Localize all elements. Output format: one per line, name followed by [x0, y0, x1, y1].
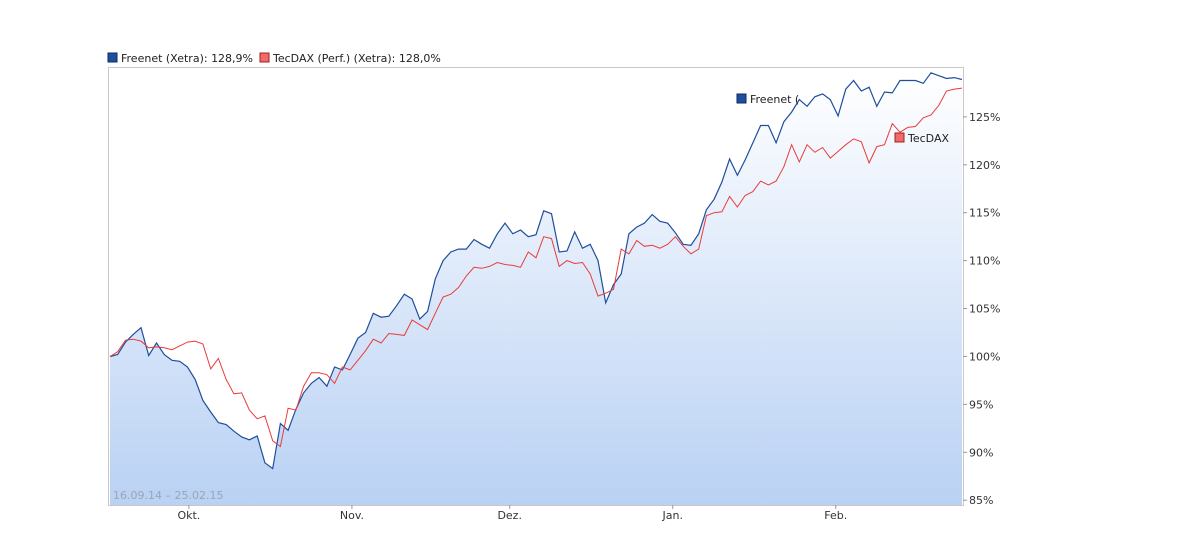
- x-tick-label: Feb.: [824, 509, 847, 522]
- y-tick-label: 100%: [969, 350, 1000, 363]
- x-tick-label: Dez.: [497, 509, 522, 522]
- end-label-tecdax: TecDAX: [907, 132, 949, 145]
- y-tick-label: 110%: [969, 255, 1000, 268]
- end-label-freenet: Freenet (: [750, 93, 799, 106]
- legend-swatch-freenet: [107, 52, 118, 63]
- freenet-series-line: [109, 72, 963, 470]
- end-swatch-tecdax: [894, 132, 905, 143]
- y-tick-label: 90%: [969, 446, 993, 459]
- freenet-area-fill: [110, 72, 962, 505]
- date-range-label: 16.09.14 – 25.02.15: [113, 489, 223, 502]
- x-tick-label: Nov.: [340, 509, 364, 522]
- y-tick-label: 120%: [969, 159, 1000, 172]
- legend-swatch-tecdax: [259, 52, 270, 63]
- y-axis: 85% 90% 95% 100% 105% 110% 115% 120% 125%: [963, 111, 1000, 507]
- legend-label-freenet: Freenet (Xetra): 128,9%: [121, 52, 253, 65]
- y-tick-label: 105%: [969, 303, 1000, 316]
- x-axis: Okt. Nov. Dez. Jan. Feb.: [177, 505, 847, 522]
- y-tick-label: 85%: [969, 494, 993, 507]
- series-end-label-freenet: Freenet (: [736, 93, 799, 106]
- y-tick-label: 115%: [969, 207, 1000, 220]
- x-tick-label: Okt.: [177, 509, 200, 522]
- plot-area: [109, 72, 963, 505]
- y-tick-label: 95%: [969, 398, 993, 411]
- series-end-label-tecdax: TecDAX: [894, 132, 949, 145]
- legend-label-tecdax: TecDAX (Perf.) (Xetra): 128,0%: [272, 52, 441, 65]
- legend: Freenet (Xetra): 128,9% TecDAX (Perf.) (…: [107, 52, 441, 65]
- x-tick-label: Jan.: [662, 509, 683, 522]
- y-tick-label: 125%: [969, 111, 1000, 124]
- end-swatch-freenet: [736, 93, 747, 104]
- tecdax-series-line: [109, 87, 963, 448]
